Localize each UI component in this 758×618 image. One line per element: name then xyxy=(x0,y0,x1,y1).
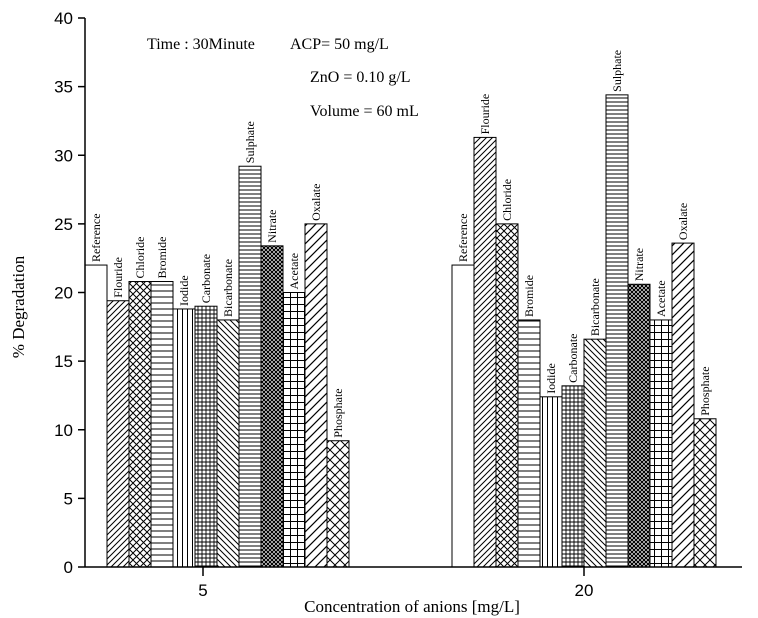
bar-acetate-20 xyxy=(650,320,672,567)
bar-label-bromide-5: Bromide xyxy=(155,237,169,279)
bar-oxalate-20 xyxy=(672,243,694,567)
bar-label-sulphate-20: Sulphate xyxy=(610,50,624,92)
bar-iodide-5 xyxy=(173,309,195,567)
bar-bromide-20 xyxy=(518,320,540,567)
y-axis: 0 5 10 15 20 25 30 35 40 xyxy=(54,9,85,577)
annotation-box: Time : 30Minute ACP= 50 mg/L ZnO = 0.10 … xyxy=(147,36,419,120)
bar-phosphate-5 xyxy=(327,441,349,567)
bar-carbonate-20 xyxy=(562,386,584,567)
bar-iodide-20 xyxy=(540,397,562,567)
y-tick-label: 20 xyxy=(54,284,73,303)
bar-label-oxalate-20: Oxalate xyxy=(676,203,690,240)
bar-label-flouride-5: Flouride xyxy=(111,257,125,298)
annotation-time: Time : 30Minute xyxy=(147,36,255,53)
bar-flouride-20 xyxy=(474,137,496,567)
bar-bicarbonate-5 xyxy=(217,320,239,567)
bar-sulphate-5 xyxy=(239,166,261,567)
y-tick-label: 0 xyxy=(64,558,73,577)
bar-chloride-20 xyxy=(496,224,518,567)
bar-label-flouride-20: Flouride xyxy=(478,94,492,135)
x-tick-label: 5 xyxy=(198,581,207,600)
bar-sulphate-20 xyxy=(606,95,628,567)
bar-label-chloride-5: Chloride xyxy=(133,237,147,279)
bar-label-bicarbonate-5: Bicarbonate xyxy=(221,259,235,317)
x-axis-label: Concentration of anions [mg/L] xyxy=(304,597,520,616)
bar-carbonate-5 xyxy=(195,306,217,567)
bar-label-carbonate-20: Carbonate xyxy=(566,334,580,383)
bar-label-phosphate-20: Phosphate xyxy=(698,366,712,415)
bar-label-chloride-20: Chloride xyxy=(500,179,514,221)
x-axis: 5 20 xyxy=(85,567,742,600)
bar-label-acetate-20: Acetate xyxy=(654,280,668,317)
bar-label-oxalate-5: Oxalate xyxy=(309,184,323,221)
bar-bromide-5 xyxy=(151,282,173,567)
bar-label-reference-5: Reference xyxy=(89,213,103,262)
annotation-volume: Volume = 60 mL xyxy=(310,103,419,120)
y-tick-label: 10 xyxy=(54,421,73,440)
bar-reference-5 xyxy=(85,265,107,567)
bar-acetate-5 xyxy=(283,293,305,568)
bar-label-nitrate-20: Nitrate xyxy=(632,248,646,281)
annotation-acp: ACP= 50 mg/L xyxy=(290,36,389,53)
y-tick-label: 5 xyxy=(64,489,73,508)
y-tick-label: 15 xyxy=(54,352,73,371)
bar-chloride-5 xyxy=(129,282,151,567)
y-tick-label: 40 xyxy=(54,9,73,28)
bar-label-acetate-5: Acetate xyxy=(287,253,301,290)
x-tick-label: 20 xyxy=(575,581,594,600)
bar-nitrate-20 xyxy=(628,284,650,567)
bar-oxalate-5 xyxy=(305,224,327,567)
bar-label-reference-20: Reference xyxy=(456,213,470,262)
y-tick-label: 25 xyxy=(54,215,73,234)
bars-group xyxy=(85,95,716,567)
bar-nitrate-5 xyxy=(261,246,283,567)
bar-label-bicarbonate-20: Bicarbonate xyxy=(588,278,602,336)
bar-bicarbonate-20 xyxy=(584,339,606,567)
bar-flouride-5 xyxy=(107,301,129,567)
y-tick-label: 35 xyxy=(54,78,73,97)
annotation-zno: ZnO = 0.10 g/L xyxy=(310,69,411,86)
bar-reference-20 xyxy=(452,265,474,567)
bar-label-sulphate-5: Sulphate xyxy=(243,121,257,163)
bar-label-carbonate-5: Carbonate xyxy=(199,254,213,303)
bar-label-iodide-5: Iodide xyxy=(177,275,191,306)
bar-label-phosphate-5: Phosphate xyxy=(331,388,345,437)
bar-label-bromide-20: Bromide xyxy=(522,275,536,317)
bar-label-nitrate-5: Nitrate xyxy=(265,210,279,243)
bar-phosphate-20 xyxy=(694,419,716,567)
bar-label-iodide-20: Iodide xyxy=(544,363,558,394)
y-axis-label: % Degradation xyxy=(9,255,28,358)
y-tick-label: 30 xyxy=(54,146,73,165)
